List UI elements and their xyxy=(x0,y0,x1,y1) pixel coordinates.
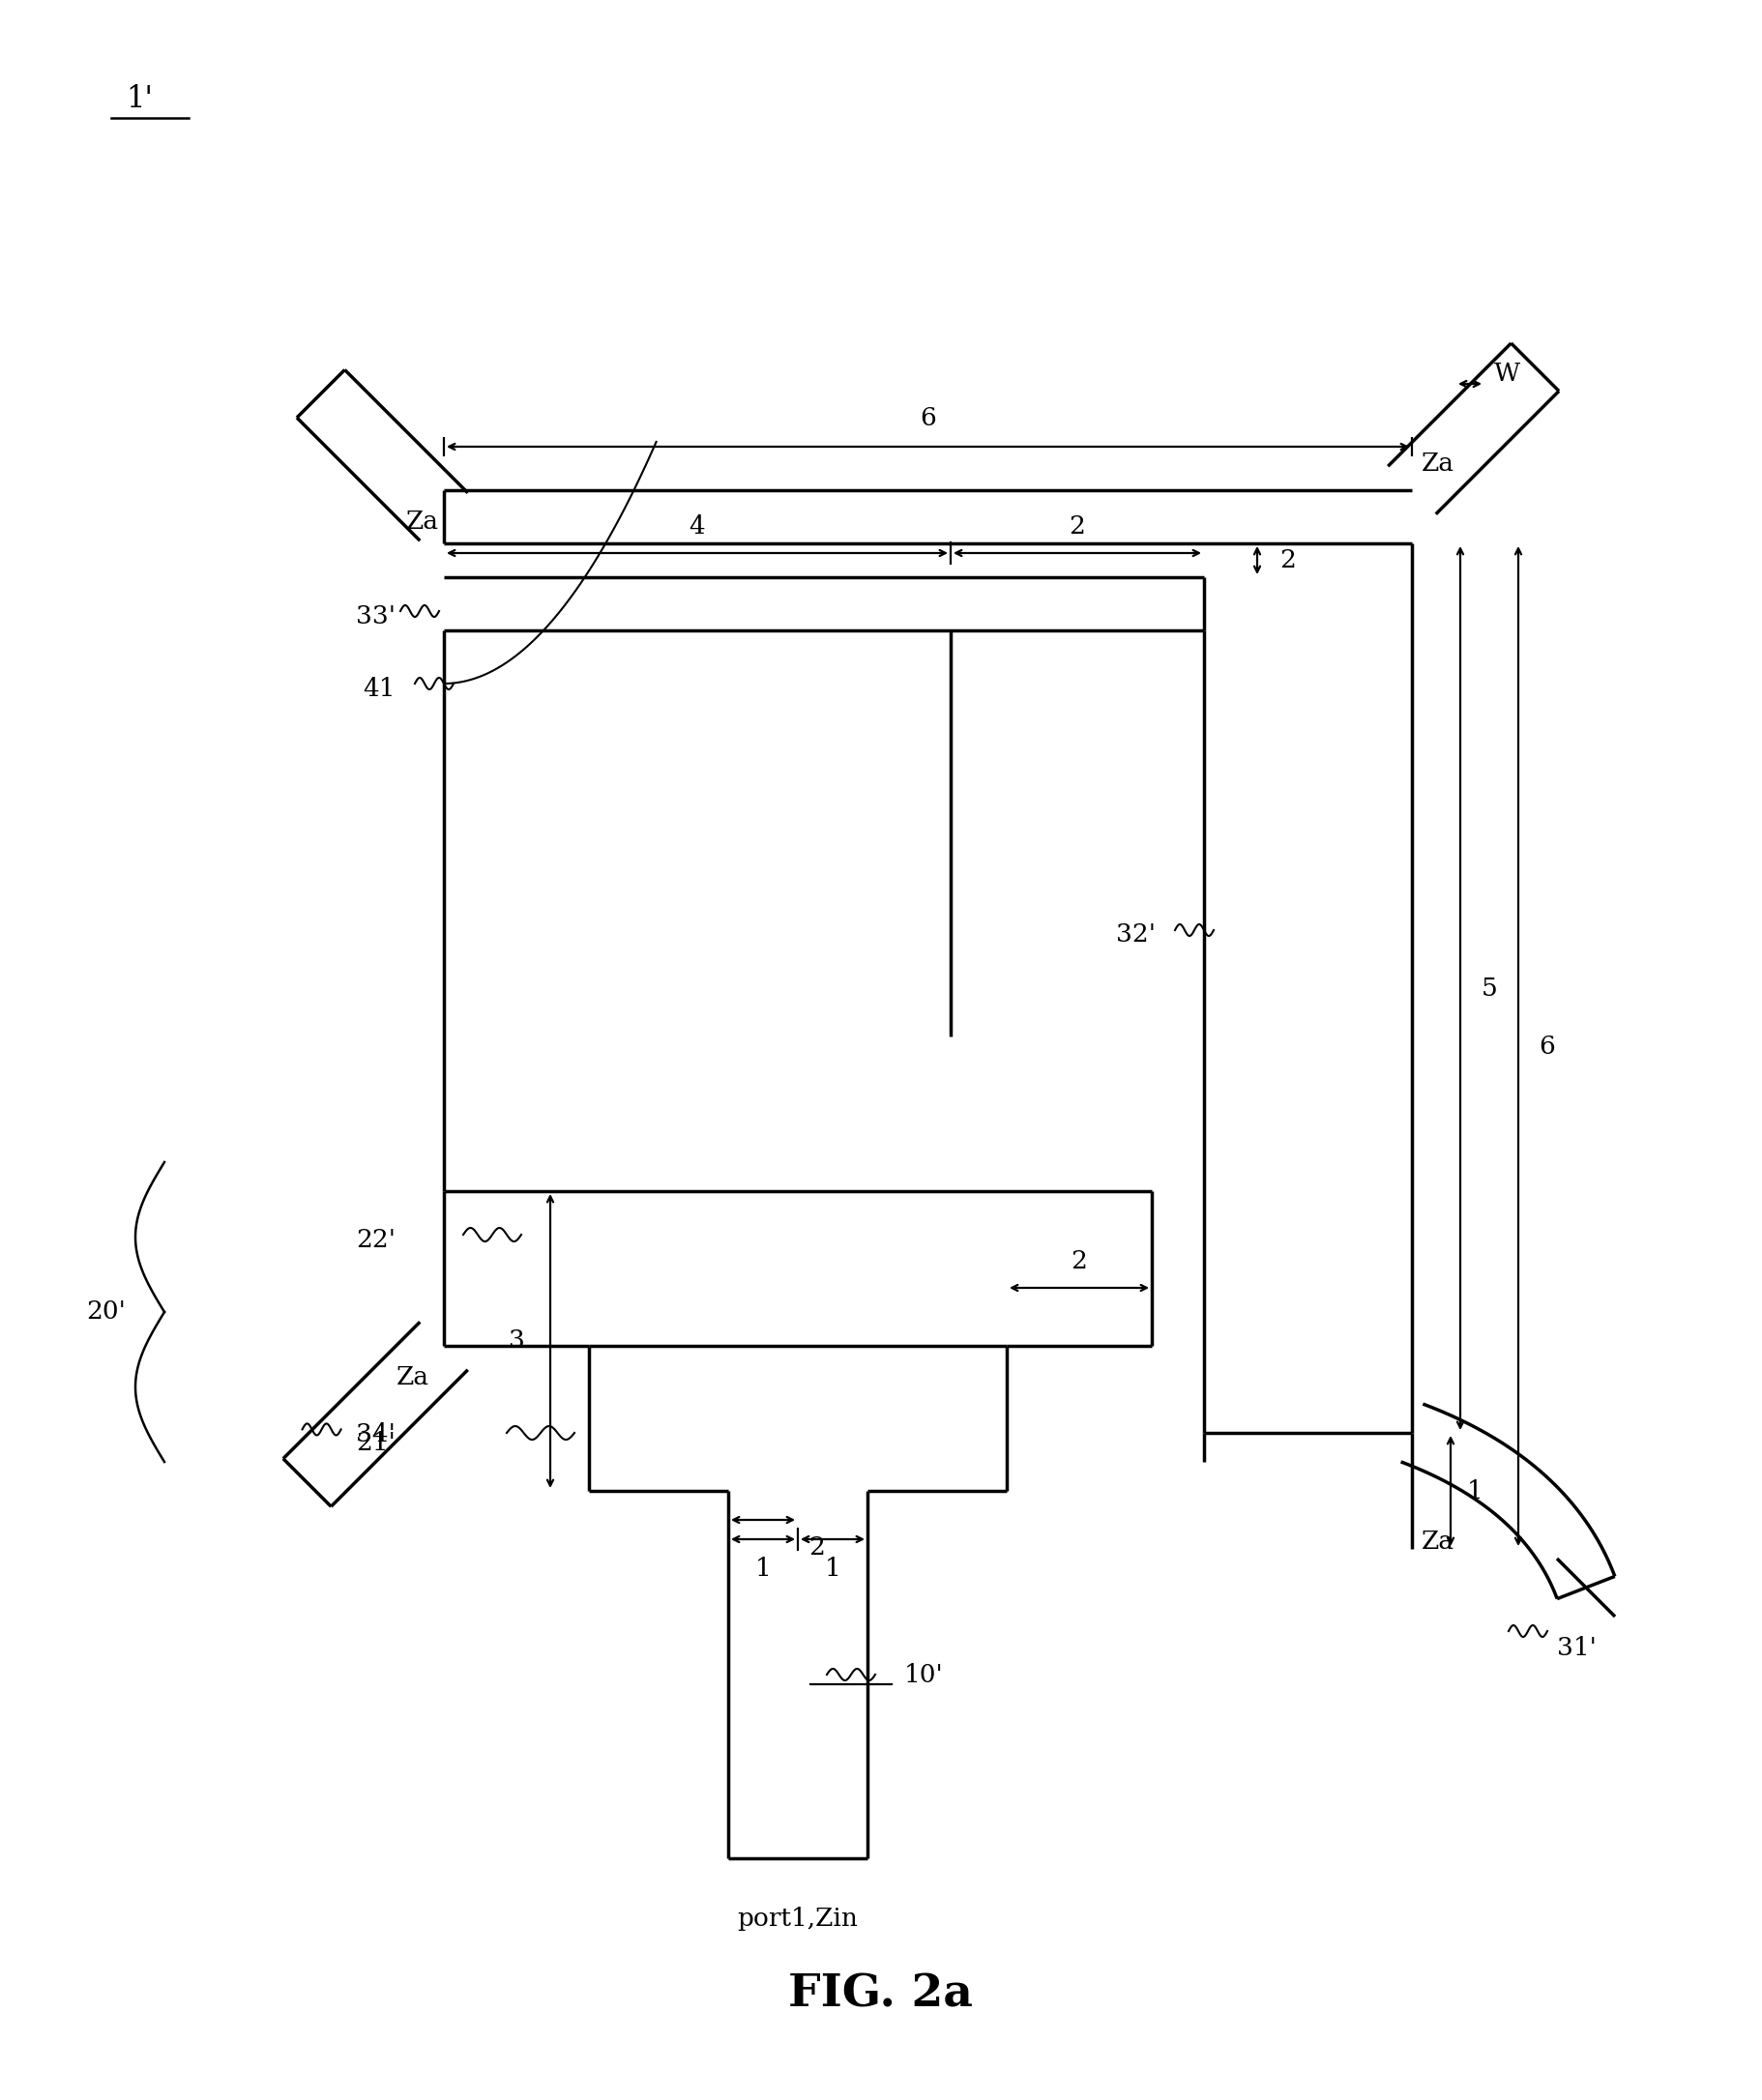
Text: 2: 2 xyxy=(809,1535,825,1558)
Text: 1': 1' xyxy=(125,84,153,113)
Text: 10': 10' xyxy=(904,1663,944,1686)
Text: 1: 1 xyxy=(1466,1478,1484,1504)
Text: 21': 21' xyxy=(356,1430,395,1455)
Text: 2: 2 xyxy=(1279,548,1297,573)
Text: 1: 1 xyxy=(754,1556,772,1581)
Text: 1: 1 xyxy=(825,1556,840,1581)
Text: 31': 31' xyxy=(1558,1636,1596,1661)
Text: 5: 5 xyxy=(1482,976,1498,1000)
Text: 2: 2 xyxy=(1070,514,1085,538)
Text: Za: Za xyxy=(1422,1529,1454,1554)
Text: port1,Zin: port1,Zin xyxy=(738,1907,858,1930)
Text: Za: Za xyxy=(396,1365,430,1390)
Text: 34': 34' xyxy=(356,1422,395,1447)
Text: 22': 22' xyxy=(356,1226,395,1252)
Text: 6: 6 xyxy=(1540,1033,1556,1058)
Text: 3: 3 xyxy=(507,1329,525,1352)
Text: Za: Za xyxy=(407,510,439,533)
Text: W: W xyxy=(1494,361,1521,386)
Text: 41: 41 xyxy=(363,676,395,701)
Text: FIG. 2a: FIG. 2a xyxy=(789,1972,973,2016)
Text: Za: Za xyxy=(1422,452,1454,477)
Text: 20': 20' xyxy=(86,1300,125,1325)
Text: 2: 2 xyxy=(1071,1250,1087,1273)
Text: 6: 6 xyxy=(920,405,936,430)
Text: 32': 32' xyxy=(1115,922,1156,947)
Text: 4: 4 xyxy=(689,514,705,538)
Text: 33': 33' xyxy=(356,605,395,628)
